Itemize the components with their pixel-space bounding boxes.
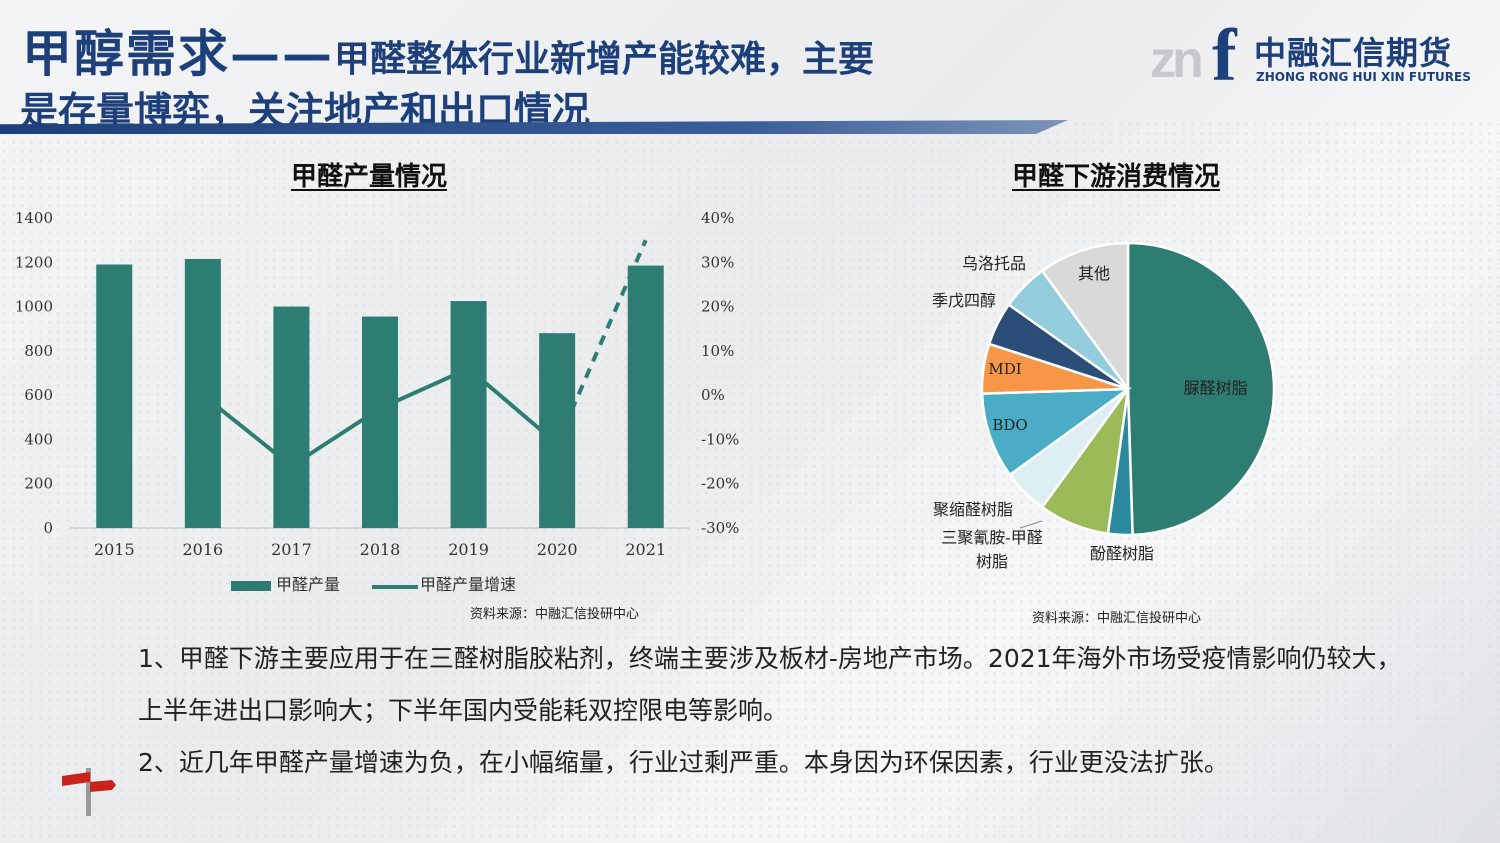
bar-2021: [627, 265, 664, 528]
pie-slice-4: [980, 387, 1133, 477]
y-right-tick-label: 40%: [701, 209, 734, 227]
title-bar: 甲醇需求——甲醛整体行业新增产能较难，主要 是存量博弈，关注地产和出口情况: [0, 0, 1500, 136]
left-chart-title: 甲醛产量情况: [291, 162, 448, 192]
y-right-tick-label: -30%: [701, 519, 739, 537]
title-underline: [0, 120, 1068, 134]
y-left-tick-label: 0: [43, 519, 53, 537]
note-item-1: 1、甲醛下游主要应用于在三醛树脂胶粘剂，终端主要涉及板材-房地产市场。2021年…: [138, 644, 1402, 725]
page-title-sub: 甲醛整体行业新增产能较难，主要: [334, 38, 875, 80]
note-item-2: 2、近几年甲醛产量增速为负，在小幅缩量，行业过剩严重。本身因为环保因素，行业更没…: [138, 748, 1229, 777]
x-tick-label: 2018: [360, 540, 401, 559]
pie-label-4: BDO: [992, 416, 1027, 434]
pie-label-1: 酚醛树脂: [1090, 544, 1154, 563]
legend-bar-label: 甲醛产量: [276, 575, 340, 594]
page-title-main: 甲醇需求——: [22, 24, 334, 83]
growth-line-segment: [289, 406, 382, 468]
growth-line-segment: [378, 366, 471, 411]
bar-2017: [273, 306, 310, 528]
pie-slice-0: [1126, 241, 1276, 537]
pie-label-3: 聚缩醛树脂: [933, 500, 1013, 519]
x-tick-label: 2020: [537, 540, 578, 559]
right-chart-title: 甲醛下游消费情况: [1012, 162, 1221, 192]
bar-2019: [450, 301, 487, 528]
x-tick-label: 2017: [271, 540, 312, 559]
pie-label-6: 季戊四醇: [932, 291, 996, 310]
y-left-tick-label: 1000: [15, 298, 53, 316]
x-tick-label: 2015: [94, 540, 135, 559]
x-tick-label: 2019: [448, 540, 489, 559]
growth-line-dashed-segment: [555, 239, 648, 445]
left-chart-source: 资料来源：中融汇信投研中心: [470, 607, 640, 622]
background-dot-map: [0, 120, 1500, 840]
bar-2020: [539, 333, 576, 528]
y-left-tick-label: 800: [24, 342, 53, 360]
bar-2018: [362, 316, 398, 528]
y-left-tick-label: 600: [24, 386, 53, 404]
pie-label-7: 乌洛托品: [962, 254, 1026, 273]
x-tick-label: 2021: [625, 540, 666, 559]
bar-2015: [96, 264, 133, 528]
pie-label-5: MDI: [988, 360, 1021, 378]
y-left-tick-label: 400: [24, 430, 53, 448]
pie-label-0: 脲醛树脂: [1184, 379, 1248, 398]
y-left-tick-label: 1200: [15, 253, 53, 271]
pie-leader-line: [1019, 520, 1043, 529]
legend-line-label: 甲醛产量增速: [420, 575, 516, 594]
y-left-tick-label: 1400: [15, 209, 53, 227]
growth-line-segment: [200, 393, 294, 468]
logo-mark-zn: zn: [1150, 31, 1204, 89]
company-logo: zn f 中融汇信期货 ZHONG RONG HUI XIN FUTURES: [1150, 15, 1471, 97]
y-right-tick-label: -20%: [701, 475, 739, 493]
analysis-notes: 1、甲醛下游主要应用于在三醛树脂胶粘剂，终端主要涉及板材-房地产市场。2021年…: [138, 633, 1408, 789]
y-right-tick-label: 30%: [701, 253, 734, 271]
page-title: 甲醇需求——甲醛整体行业新增产能较难，主要: [22, 14, 874, 86]
signpost-icon: [62, 768, 116, 816]
right-chart-source: 资料来源：中融汇信投研中心: [1032, 611, 1202, 626]
logo-name-cn: 中融汇信期货: [1254, 34, 1453, 72]
pie-slice-8: [1040, 241, 1130, 393]
y-right-tick-label: 10%: [701, 342, 734, 360]
logo-mark-f: f: [1212, 15, 1237, 97]
y-right-tick-label: 20%: [701, 298, 734, 316]
y-right-tick-label: -10%: [701, 430, 739, 448]
legend-bar-swatch: [231, 581, 271, 591]
y-right-tick-label: 0%: [701, 386, 725, 404]
y-left-tick-label: 200: [24, 475, 53, 493]
x-tick-label: 2016: [182, 540, 223, 559]
logo-name-en: ZHONG RONG HUI XIN FUTURES: [1256, 70, 1471, 84]
growth-line-segment: [466, 366, 560, 446]
pie-label-2: 三聚氰胺-甲醛树脂: [941, 528, 1042, 571]
pie-label-8: 其他: [1078, 264, 1110, 283]
production-bar-line-chart: 0 200 400 600 800 1000 1200 1400 -30% -20% -10% 0% 1…: [15, 209, 740, 594]
